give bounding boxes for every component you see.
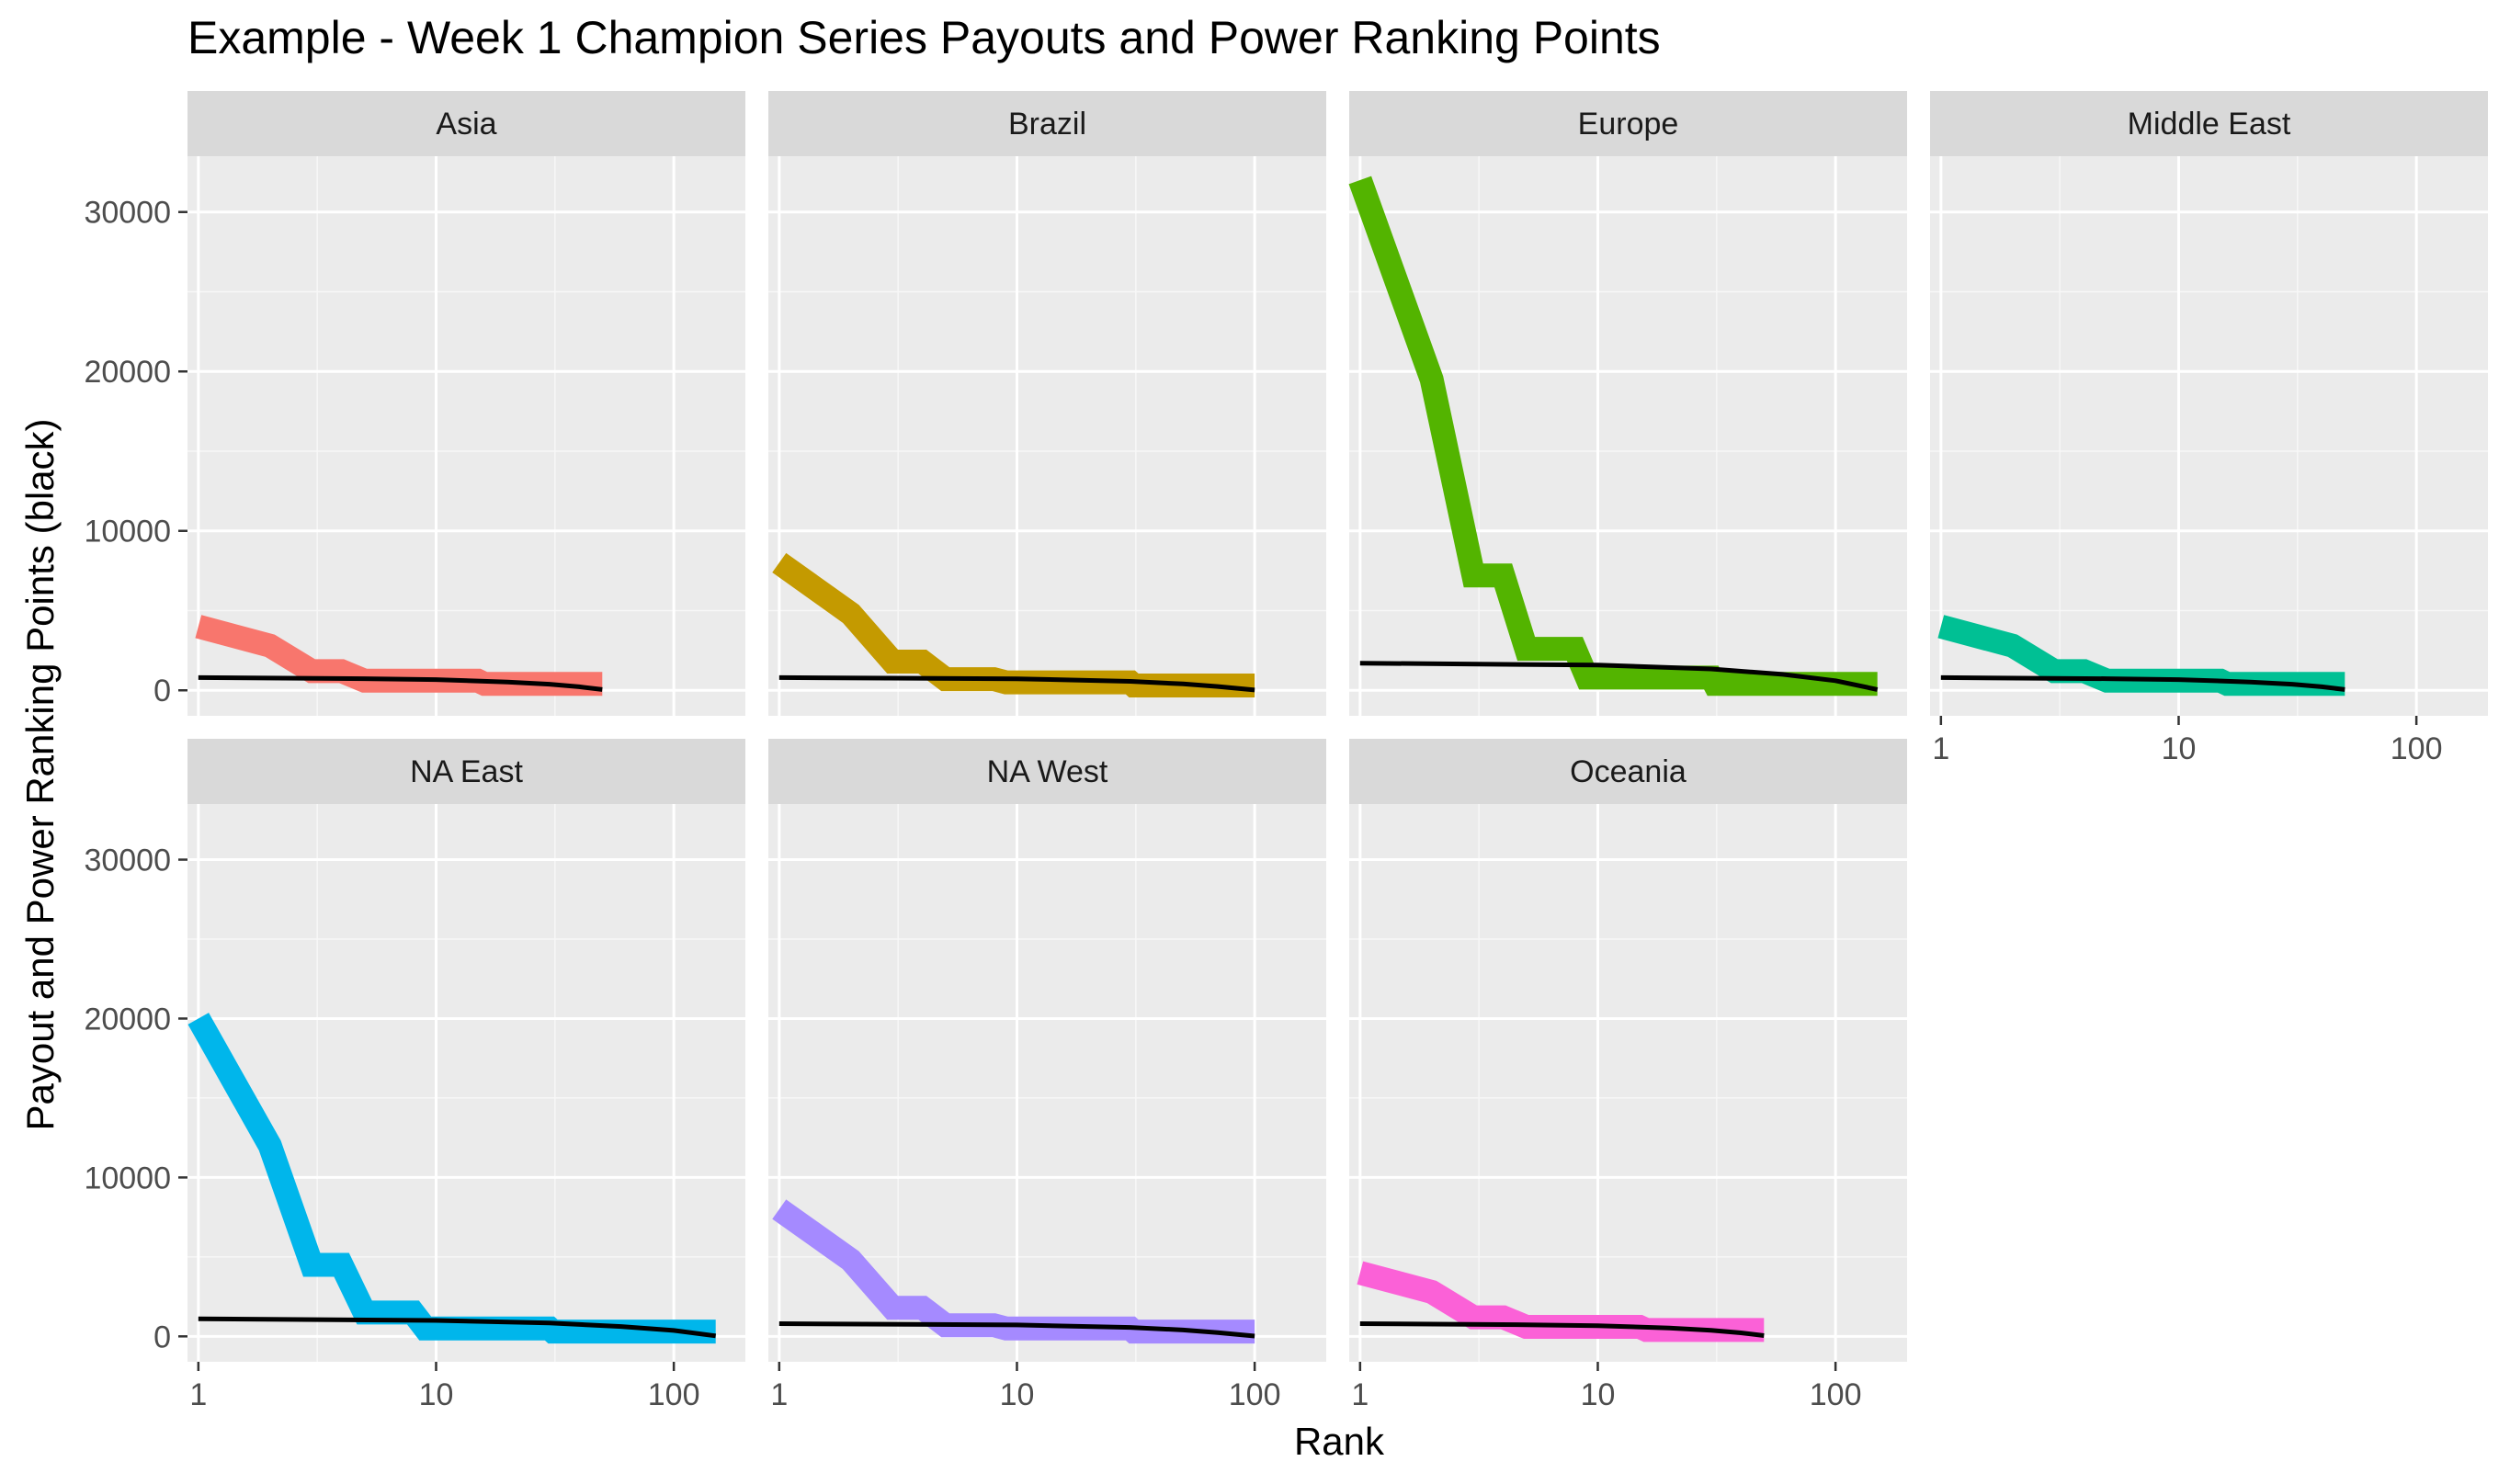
power-points-line: [1359, 661, 1879, 692]
x-tick-label: 100: [2391, 731, 2443, 766]
strip-background: [1349, 739, 1907, 804]
facet-panels: Asia 0 10000 20000 30000 Brazil Europe Middle E…: [84, 91, 2488, 1412]
x-tick-label: 1: [1932, 731, 1949, 766]
strip-background: [768, 739, 1326, 804]
x-tick-label: 10: [1581, 1377, 1616, 1412]
payout-line: [1348, 176, 1878, 697]
panel-background: [1349, 804, 1907, 1362]
x-tick-label: 100: [1810, 1377, 1862, 1412]
y-tick-label: 30000: [84, 844, 171, 878]
strip-background: [187, 91, 745, 156]
x-tick-label: 100: [1229, 1377, 1281, 1412]
strip-label: Europe: [1578, 107, 1679, 142]
y-tick-label: 0: [153, 1320, 171, 1354]
panel-na-east: NA East 0 10000 20000 30000 1 10 100: [84, 739, 745, 1412]
x-tick-label: 10: [419, 1377, 454, 1412]
power-points-line: [778, 674, 1255, 693]
y-tick-label: 20000: [84, 355, 171, 390]
panel-middle-east: Middle East 1 10 100: [1930, 91, 2488, 766]
payout-line: [187, 1013, 716, 1344]
strip-label: Asia: [436, 107, 496, 142]
panel-background: [187, 804, 745, 1362]
x-tick-label: 1: [770, 1377, 788, 1412]
strip-label: NA West: [987, 754, 1108, 789]
x-tick-label: 10: [1000, 1377, 1035, 1412]
x-tick-label: 1: [189, 1377, 207, 1412]
strip-label: Brazil: [1008, 107, 1086, 142]
panel-europe: Europe: [1348, 91, 1907, 716]
y-tick-label: 20000: [84, 1002, 171, 1037]
y-tick-label: 10000: [84, 1161, 171, 1195]
x-tick-label: 100: [648, 1377, 700, 1412]
panel-brazil: Brazil: [768, 91, 1326, 716]
panel-asia: Asia 0 10000 20000 30000: [84, 91, 745, 716]
strip-background: [1349, 91, 1907, 156]
x-tick-label: 10: [2162, 731, 2197, 766]
strip-background: [187, 739, 745, 804]
strip-label: Oceania: [1570, 754, 1687, 789]
y-tick-label: 10000: [84, 515, 171, 549]
power-points-line: [198, 1316, 717, 1339]
power-points-line: [198, 674, 603, 692]
panel-oceania: Oceania 1 10 100: [1349, 739, 1907, 1412]
strip-background: [768, 91, 1326, 156]
panel-background: [1930, 156, 2488, 716]
x-axis-title: Rank: [1294, 1420, 1385, 1463]
strip-label: NA East: [410, 754, 523, 789]
y-tick-label: 30000: [84, 196, 171, 231]
strip-label: Middle East: [2128, 107, 2291, 142]
y-tick-label: 0: [153, 674, 171, 708]
y-axis-title: Payout and Power Ranking Points (black): [18, 418, 62, 1130]
power-points-line: [1359, 1321, 1765, 1338]
panel-na-west: NA West 1 10 100: [768, 739, 1326, 1412]
panel-background: [187, 156, 745, 716]
x-tick-label: 1: [1351, 1377, 1369, 1412]
chart-title: Example - Week 1 Champion Series Payouts…: [187, 12, 1661, 63]
power-points-line: [1940, 674, 2345, 692]
power-points-line: [778, 1321, 1255, 1339]
strip-background: [1930, 91, 2488, 156]
